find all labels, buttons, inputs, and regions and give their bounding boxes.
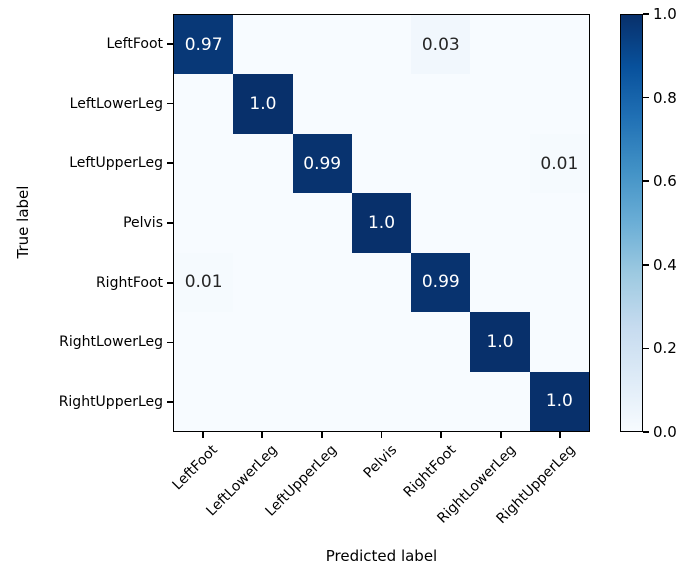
heatmap-cell	[529, 74, 589, 134]
x-axis-title: Predicted label	[325, 547, 438, 565]
colorbar-tick-label: 1.0	[653, 5, 677, 23]
y-tick-label: LeftUpperLeg	[69, 155, 163, 172]
y-tick-label: LeftLowerLeg	[69, 95, 163, 112]
heatmap-cell	[351, 312, 412, 372]
tick-mark	[167, 102, 173, 105]
heatmap-cell	[470, 193, 530, 253]
x-tick-label: RightFoot	[400, 442, 460, 501]
heatmap-cell	[292, 74, 352, 134]
heatmap-cell	[411, 193, 471, 253]
tick-mark	[440, 432, 442, 438]
tick-mark	[643, 347, 649, 350]
heatmap-cell	[351, 133, 412, 194]
tick-mark	[167, 341, 173, 344]
y-tick-label: LeftFoot	[106, 35, 163, 52]
heatmap-cell	[470, 133, 530, 194]
tick-mark	[201, 432, 204, 438]
heatmap-cell: 1.0	[233, 74, 293, 134]
heatmap-cell	[174, 312, 234, 372]
heatmap-cell	[529, 193, 589, 253]
heatmap-cell	[411, 371, 471, 431]
heatmap-cell	[470, 371, 530, 431]
heatmap-cell: 0.01	[529, 133, 589, 194]
heatmap-cell: 1.0	[351, 193, 412, 253]
heatmap-cell	[470, 15, 530, 75]
tick-mark	[321, 432, 323, 438]
heatmap-cell	[351, 15, 412, 75]
tick-mark	[167, 162, 173, 165]
tick-mark	[167, 281, 173, 284]
tick-mark	[643, 263, 649, 266]
heatmap-cell	[233, 133, 293, 194]
heatmap-cell	[351, 252, 412, 313]
heatmap-cell	[351, 74, 412, 134]
tick-mark	[643, 96, 649, 99]
heatmap-cell: 1.0	[529, 371, 589, 431]
heatmap-cell	[174, 193, 234, 253]
heatmap-cell	[233, 371, 293, 431]
colorbar-tick-label: 0.6	[653, 172, 677, 191]
tick-mark	[499, 432, 502, 438]
y-tick-label: Pelvis	[123, 215, 163, 231]
tick-mark	[167, 401, 173, 404]
heatmap-cell	[411, 133, 471, 194]
y-tick-label: RightFoot	[95, 274, 163, 291]
heatmap-cell	[292, 312, 352, 372]
colorbar-tick-label: 0.0	[653, 423, 677, 441]
heatmap-cell: 0.99	[292, 133, 352, 194]
heatmap-cell	[529, 312, 589, 372]
heatmap-cell: 0.99	[411, 252, 471, 313]
tick-mark	[643, 180, 649, 183]
colorbar	[620, 14, 643, 432]
heatmap-cell	[174, 133, 234, 194]
heatmap-cell: 1.0	[470, 312, 530, 372]
tick-mark	[643, 431, 649, 433]
heatmap-cell	[529, 252, 589, 313]
tick-mark	[261, 432, 264, 438]
colorbar-tick-label: 0.8	[653, 88, 677, 107]
heatmap-cell	[233, 312, 293, 372]
tick-mark	[380, 432, 383, 438]
heatmap-cell	[174, 371, 234, 431]
colorbar-tick-label: 0.4	[653, 255, 677, 274]
y-tick-label: RightLowerLeg	[59, 334, 163, 351]
heatmap-cell	[411, 312, 471, 372]
x-tick-label: Pelvis	[360, 442, 400, 482]
tick-mark	[167, 222, 173, 224]
heatmap-cell	[292, 252, 352, 313]
heatmap-cell	[174, 74, 234, 134]
heatmap-plot: 0.97 0.03 1.0 0.99 0.01 1.0 0.01 0.99 1.0 1.0	[173, 14, 590, 432]
heatmap-grid: 0.97 0.03 1.0 0.99 0.01 1.0 0.01 0.99 1.0 1.0	[174, 15, 589, 431]
heatmap-cell	[233, 15, 293, 75]
y-tick-label: RightUpperLeg	[58, 394, 163, 411]
heatmap-cell	[292, 15, 352, 75]
heatmap-cell	[351, 371, 412, 431]
heatmap-cell	[292, 371, 352, 431]
heatmap-cell	[411, 74, 471, 134]
y-axis-title: True label	[14, 185, 32, 259]
heatmap-cell: 0.97	[174, 15, 234, 75]
heatmap-cell	[529, 15, 589, 75]
tick-mark	[559, 432, 562, 438]
colorbar-tick-label: 0.2	[653, 339, 677, 358]
heatmap-cell	[470, 252, 530, 313]
heatmap-cell	[233, 252, 293, 313]
tick-mark	[643, 13, 649, 15]
heatmap-cell	[292, 193, 352, 253]
heatmap-cell	[470, 74, 530, 134]
tick-mark	[167, 42, 173, 45]
heatmap-cell: 0.01	[174, 252, 234, 313]
heatmap-cell	[233, 193, 293, 253]
heatmap-cell: 0.03	[411, 15, 471, 75]
x-tick-label: LeftFoot	[169, 442, 222, 494]
